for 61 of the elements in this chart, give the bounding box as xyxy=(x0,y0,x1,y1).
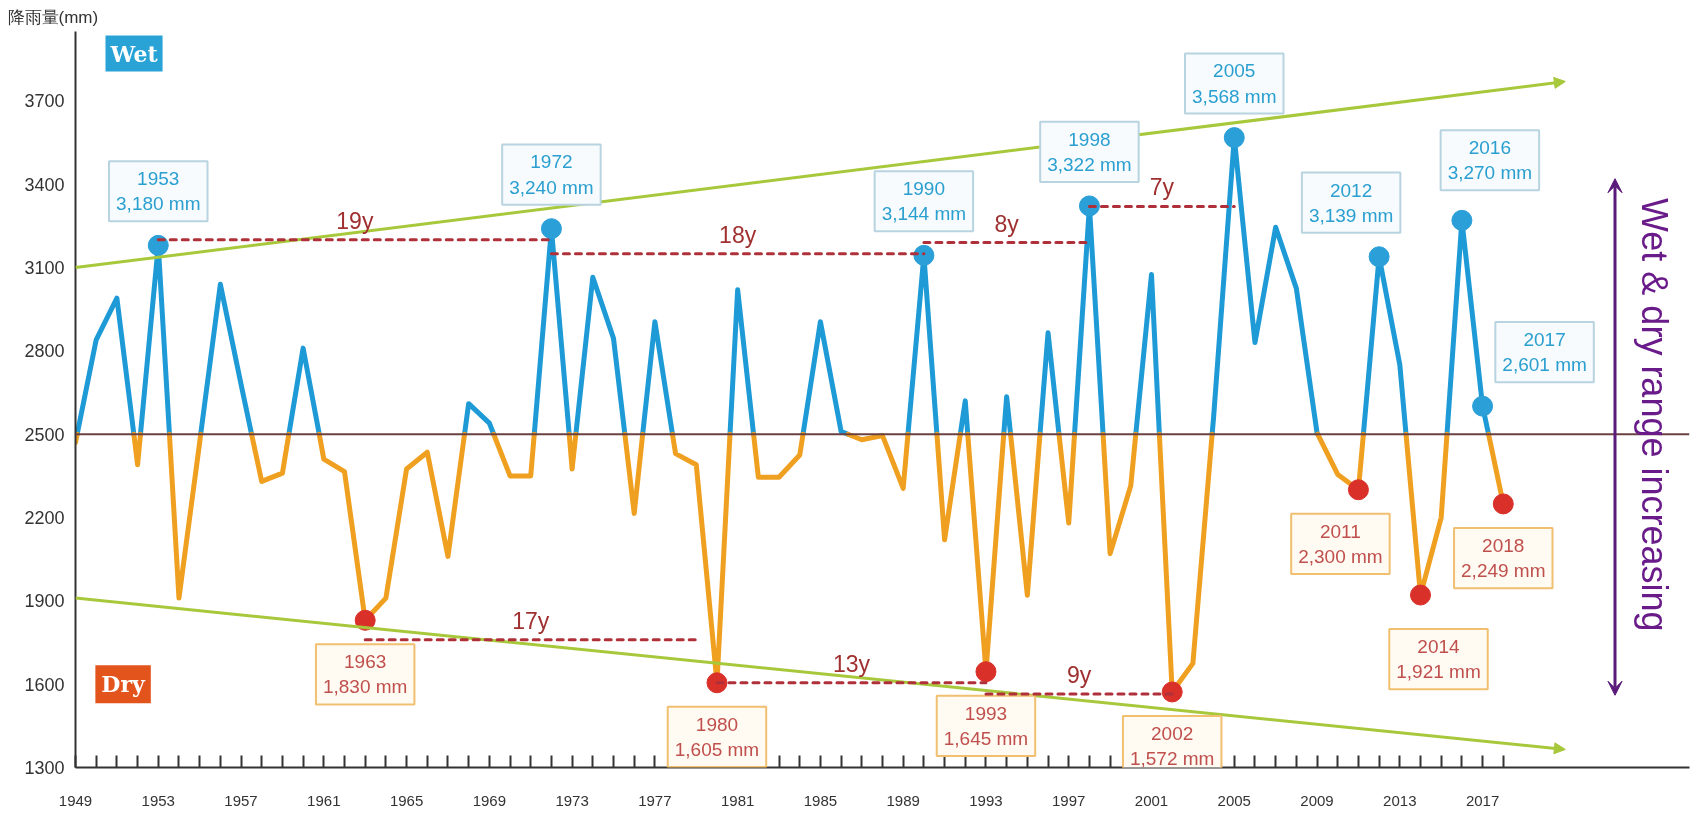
annotation: 1990 3,144 mm xyxy=(881,178,967,225)
x-tick-label: 1981 xyxy=(720,791,755,809)
x-tick-label: 2017 xyxy=(1465,791,1500,809)
annotation: 9y xyxy=(1066,661,1092,688)
annotation: Wet xyxy=(109,40,159,67)
y-axis-title: 降雨量(mm) xyxy=(7,7,99,27)
x-tick-label: 1993 xyxy=(969,791,1003,809)
annotation: 2018 2,249 mm xyxy=(1461,534,1546,582)
point xyxy=(1472,395,1494,417)
x-tick-label: 1989 xyxy=(886,791,920,809)
x-tick-label: 1953 xyxy=(141,791,175,809)
annotation: 17y xyxy=(512,607,550,634)
point xyxy=(1368,246,1390,268)
x-tick-label: 2005 xyxy=(1217,791,1251,809)
x-tick-label: 2013 xyxy=(1383,791,1417,809)
x-tick-label: 1969 xyxy=(472,791,507,809)
x-tick-label: 1997 xyxy=(1052,791,1086,809)
point xyxy=(1451,209,1473,231)
annotation: 2002 1,572 mm xyxy=(1129,722,1215,770)
annotation: 8y xyxy=(994,210,1020,237)
annotation: Dry xyxy=(101,671,147,698)
annotation: 7y xyxy=(1149,174,1175,201)
x-tick-label: 1965 xyxy=(389,791,424,809)
point xyxy=(540,218,562,240)
y-tick-label: 2500 xyxy=(24,424,65,445)
annotation: 1972 3,240 mm xyxy=(509,151,594,198)
point xyxy=(1223,127,1245,149)
annotation: 2017 2,601 mm xyxy=(1502,328,1587,376)
x-tick-label: 1973 xyxy=(555,791,589,809)
y-tick-label: 3700 xyxy=(24,91,65,112)
x-tick-label: 1961 xyxy=(307,791,341,809)
y-tick-label: 1300 xyxy=(24,758,65,778)
annotation: 2014 1,921 mm xyxy=(1396,636,1481,683)
y-tick-label: 2200 xyxy=(24,508,65,529)
annotation: Wet & dry range increasing xyxy=(1633,198,1675,632)
annotation: 1980 1,605 mm xyxy=(674,713,760,760)
point xyxy=(147,234,169,256)
y-tick-label: 1900 xyxy=(24,591,65,612)
annotation: 2016 3,270 mm xyxy=(1447,137,1533,184)
x-tick-label: 1957 xyxy=(224,791,258,809)
point xyxy=(1078,195,1100,217)
annotation: 2012 3,139 mm xyxy=(1308,179,1394,226)
y-tick-label: 1600 xyxy=(24,674,65,695)
x-tick-label: 2001 xyxy=(1134,791,1169,809)
annotation: 13y xyxy=(832,650,871,677)
annotation: 1998 3,322 mm xyxy=(1047,128,1132,175)
x-tick-label: 1949 xyxy=(58,791,93,809)
point xyxy=(913,244,935,266)
annotation: 2011 2,300 mm xyxy=(1298,520,1383,567)
x-tick-label: 1985 xyxy=(803,791,838,809)
annotation: 2005 3,568 mm xyxy=(1192,60,1277,107)
annotation: 19y xyxy=(336,207,374,234)
y-tick-label: 2800 xyxy=(24,341,65,362)
annotation: 18y xyxy=(719,221,757,248)
x-tick-label: 2009 xyxy=(1300,791,1334,809)
y-tick-label: 3100 xyxy=(24,258,65,279)
y-tick-label: 3400 xyxy=(24,174,65,195)
annotation: 1953 3,180 mm xyxy=(116,168,201,215)
annotation: 1963 1,830 mm xyxy=(322,651,408,698)
annotation: 1993 1,645 mm xyxy=(943,702,1029,749)
x-tick-label: 1977 xyxy=(638,791,672,809)
